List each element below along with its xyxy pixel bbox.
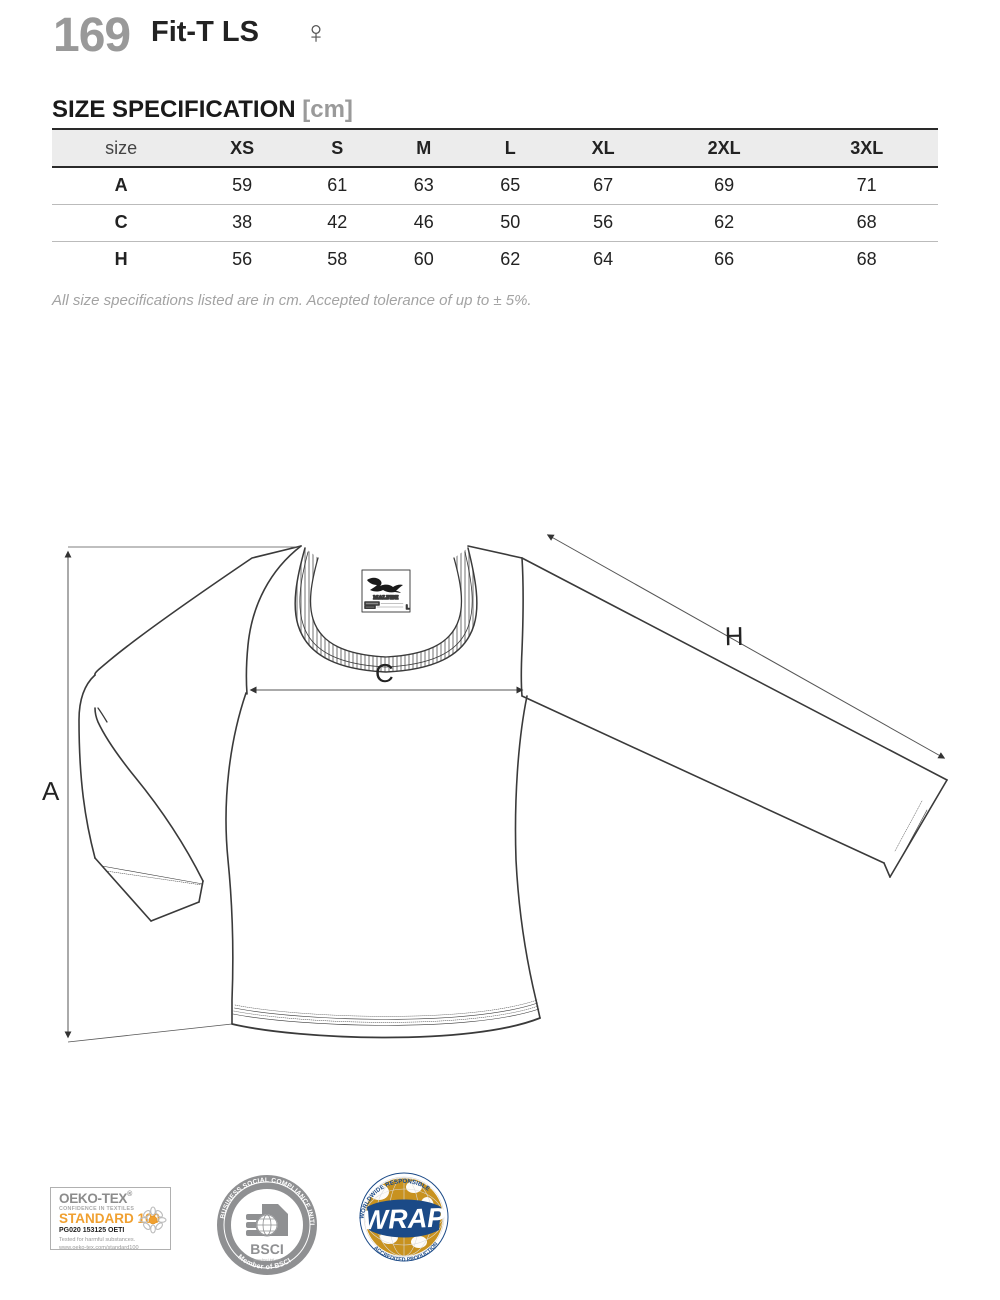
svg-text:www.bsci-intl.org: www.bsci-intl.org <box>254 1258 281 1262</box>
svg-text:MALFINI: MALFINI <box>373 595 398 601</box>
svg-text:WRAP: WRAP <box>362 1203 446 1236</box>
svg-text:C: C <box>375 658 394 688</box>
svg-text:A: A <box>42 776 60 806</box>
svg-text:BSCI: BSCI <box>250 1241 283 1257</box>
svg-text:H: H <box>724 621 743 651</box>
